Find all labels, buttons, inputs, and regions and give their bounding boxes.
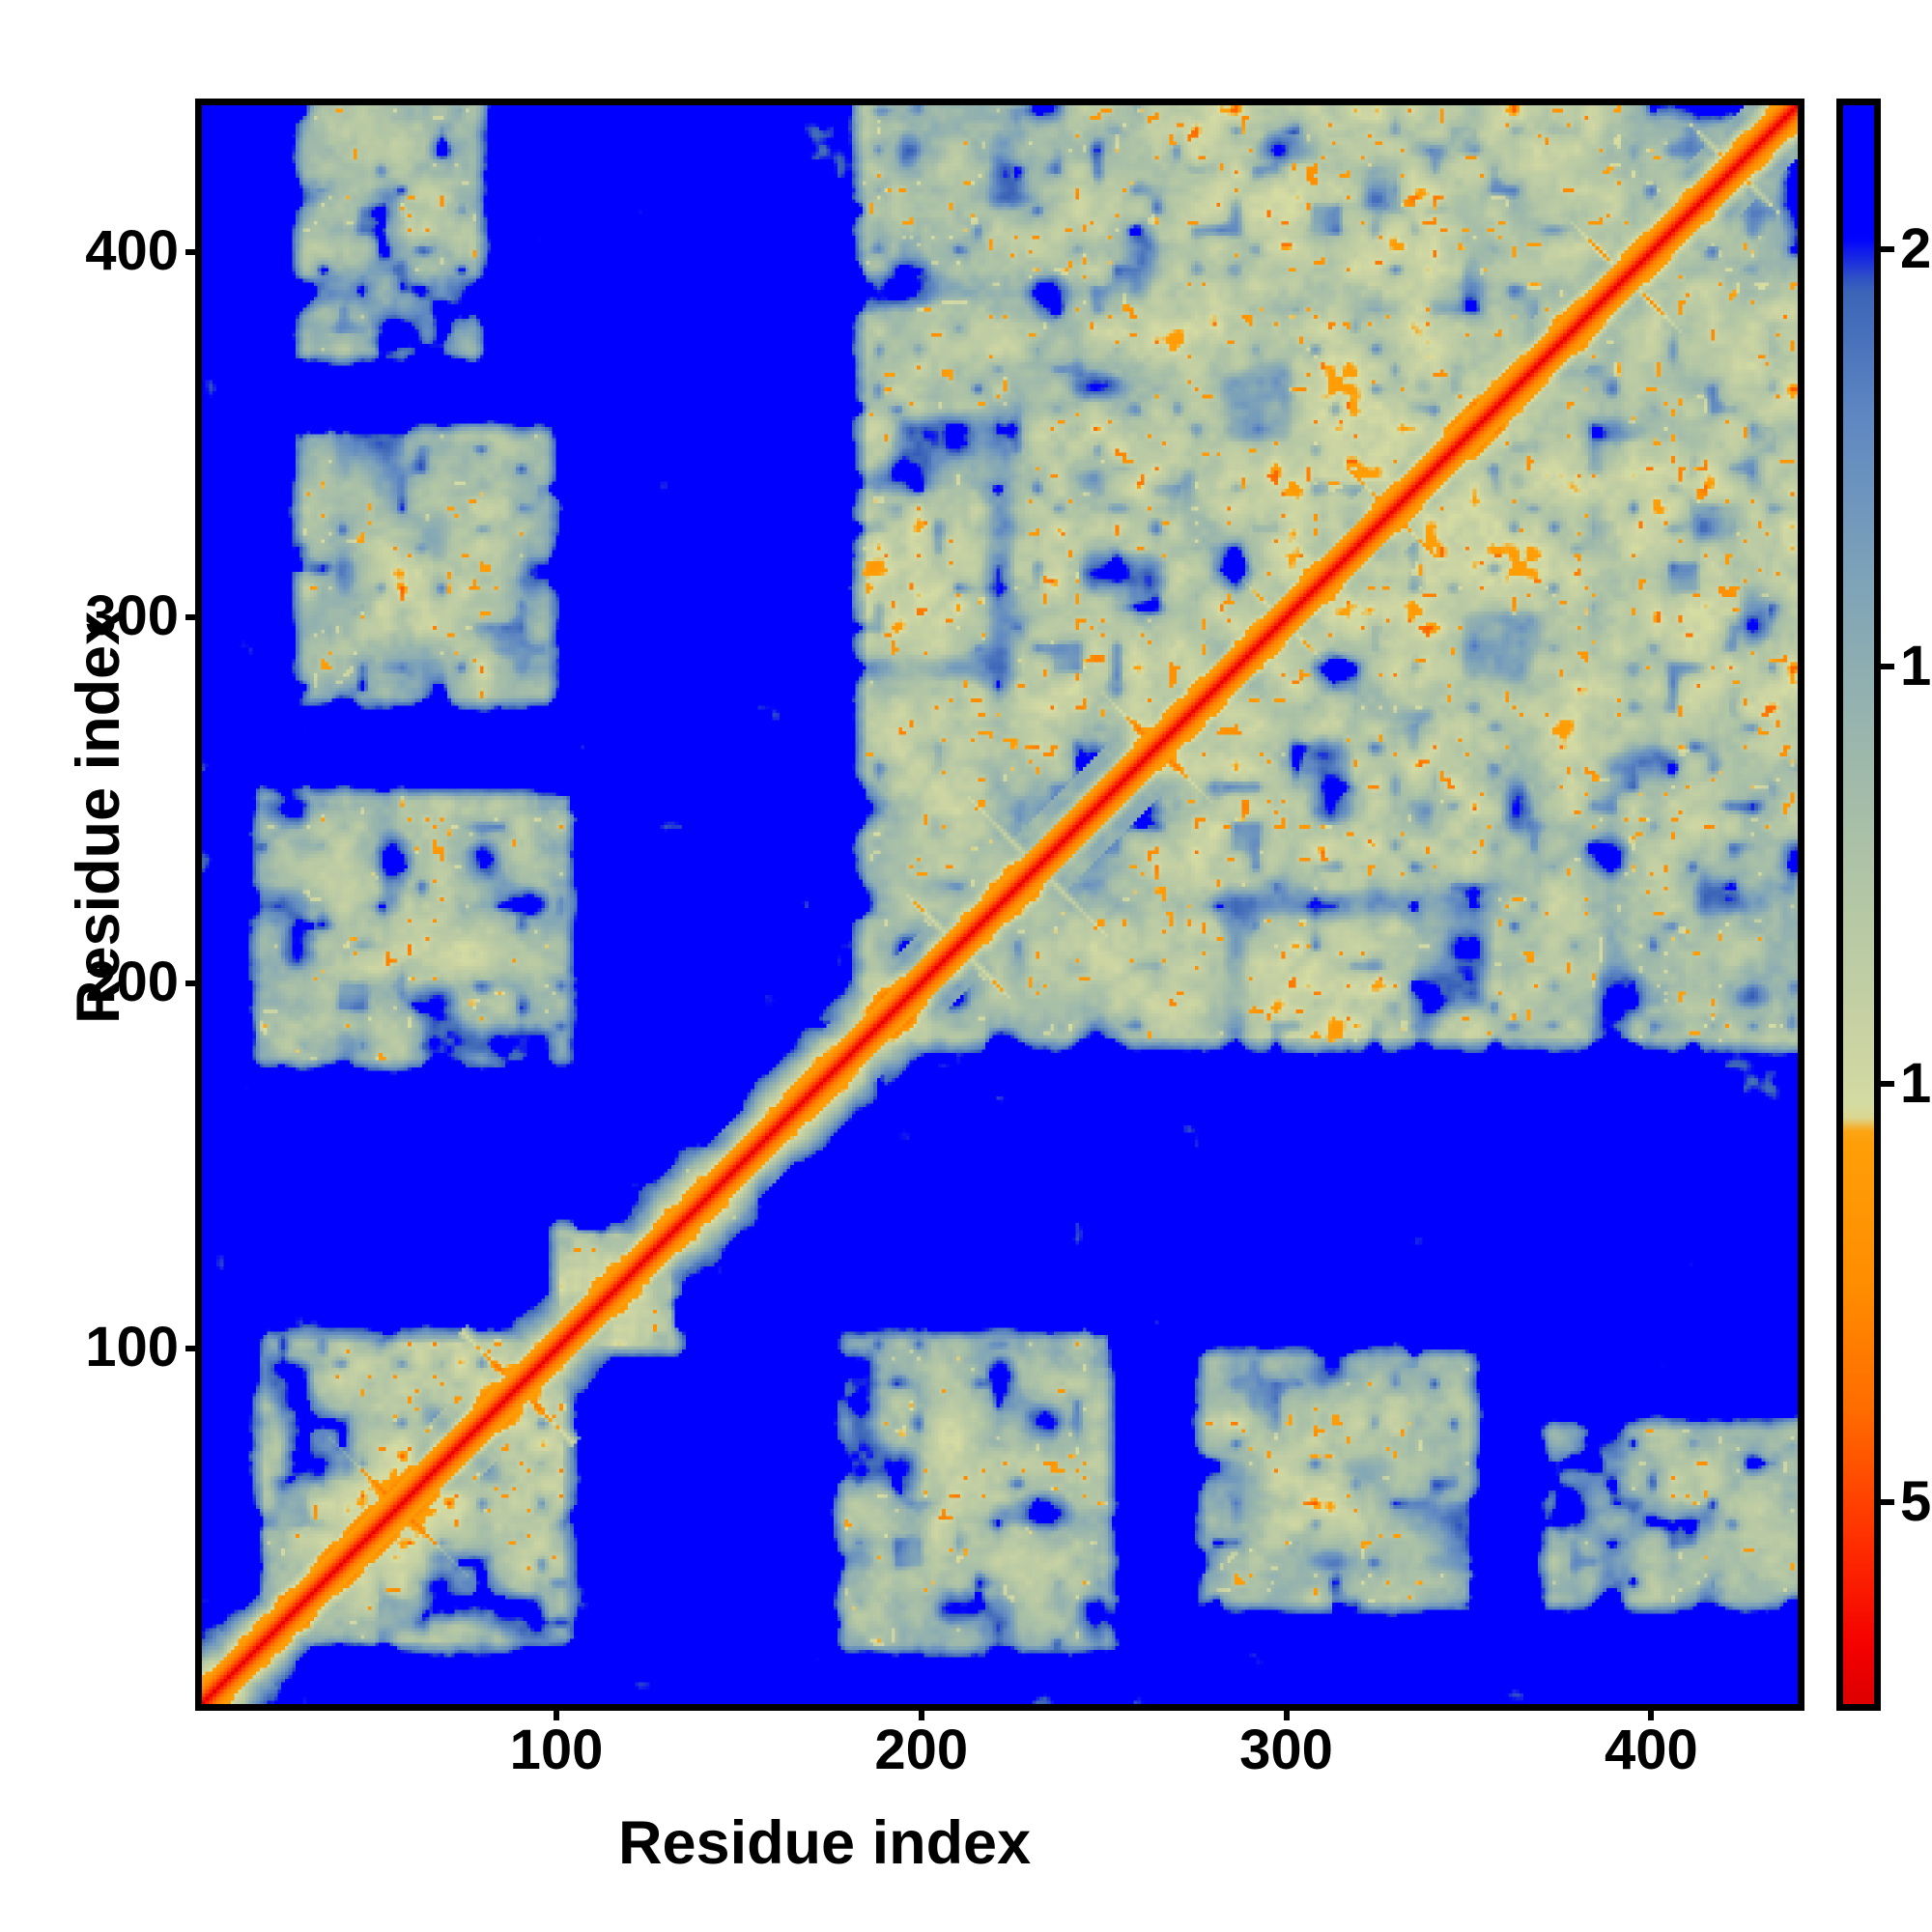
colorbar-tick-mark-15 <box>1881 664 1894 670</box>
colorbar-tick-mark-10 <box>1881 1081 1894 1088</box>
y-tick-mark-300 <box>185 614 202 621</box>
y-tick-label-300: 300 <box>85 584 179 648</box>
colorbar: 20 15 10 5 <box>1836 99 1932 1711</box>
colorbar-tick-label-5: 5 <box>1900 1469 1932 1533</box>
y-tick-label-100: 100 <box>85 1316 179 1379</box>
x-tick-mark-100 <box>554 1704 559 1720</box>
colorbar-tick-mark-20 <box>1881 245 1894 252</box>
x-tick-mark-300 <box>1283 1704 1290 1720</box>
heatmap-plot-area <box>195 99 1804 1711</box>
x-tick-label-300: 300 <box>1239 1719 1333 1781</box>
colorbar-gradient <box>1843 105 1874 1704</box>
x-tick-label-100: 100 <box>509 1719 604 1781</box>
x-tick-label-200: 200 <box>874 1719 969 1781</box>
y-tick-mark-100 <box>185 1346 202 1352</box>
colorbar-tick-label-10: 10 <box>1900 1052 1932 1116</box>
colorbar-tick-mark-5 <box>1881 1498 1894 1505</box>
y-tick-mark-400 <box>185 248 202 255</box>
y-tick-label-400: 400 <box>85 218 179 282</box>
y-tick-mark-200 <box>185 980 202 986</box>
x-axis-title: Residue index <box>618 1809 1032 1877</box>
x-tick-mark-200 <box>918 1704 924 1720</box>
y-axis-title: Residue index <box>65 611 132 1024</box>
x-tick-label-400: 400 <box>1604 1719 1698 1781</box>
colorbar-tick-label-20: 20 <box>1900 216 1932 280</box>
x-tick-mark-400 <box>1648 1704 1655 1720</box>
colorbar-tick-label-15: 15 <box>1900 635 1932 698</box>
y-tick-label-200: 200 <box>85 950 179 1013</box>
distance-map-heatmap <box>202 105 1798 1704</box>
colorbar-frame <box>1836 99 1881 1711</box>
